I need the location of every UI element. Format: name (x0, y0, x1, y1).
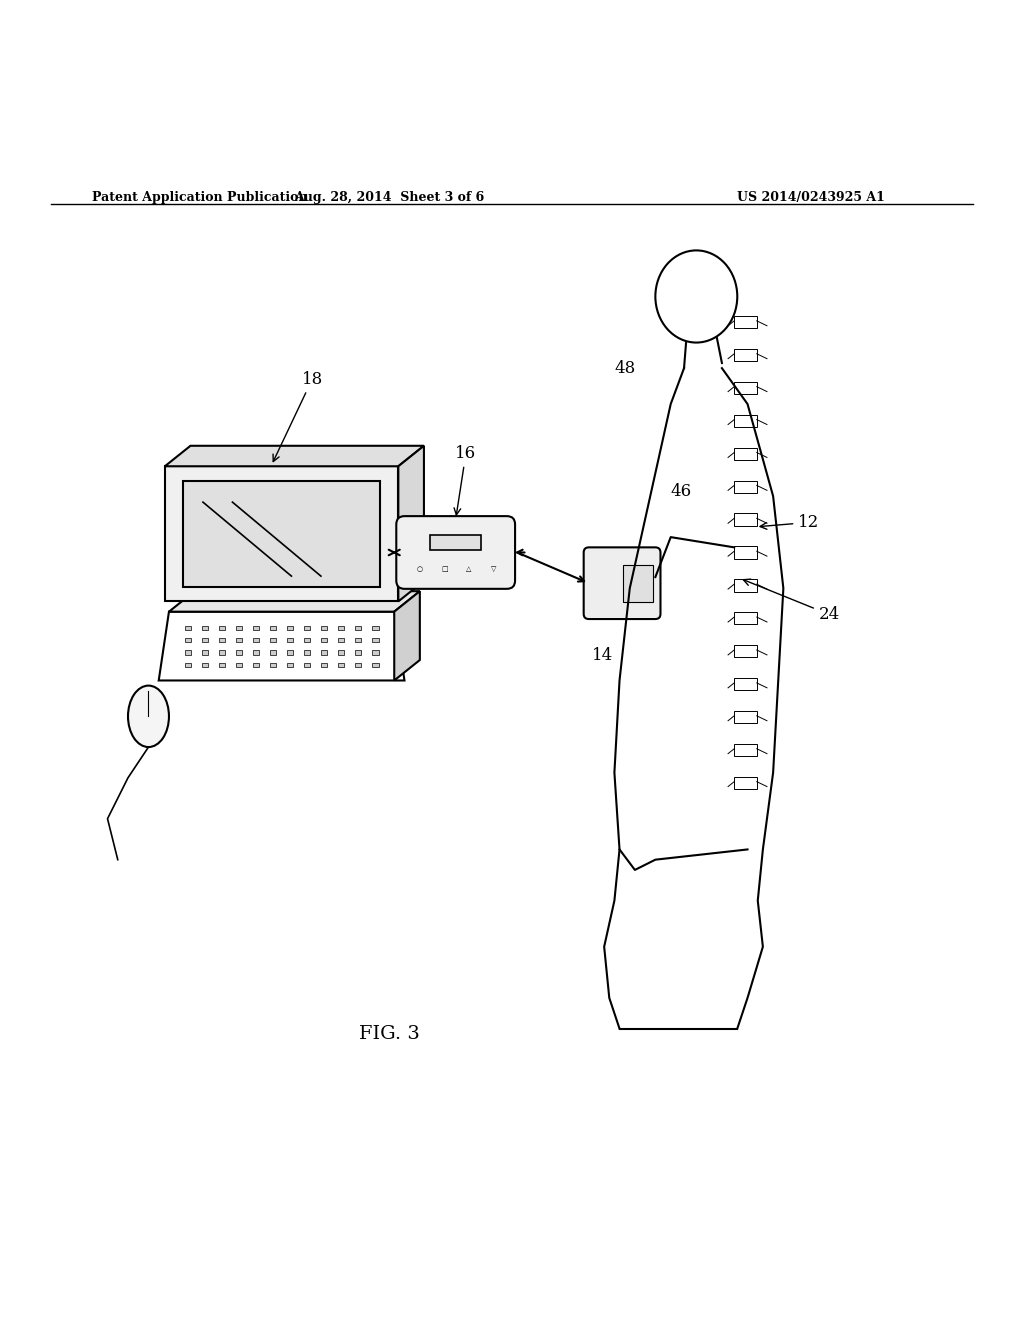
Bar (219, 639, 225, 643)
Bar (322, 639, 328, 643)
Bar (373, 651, 379, 655)
Bar (183, 480, 380, 586)
Bar (734, 776, 757, 789)
Bar (338, 639, 344, 643)
Bar (338, 651, 344, 655)
Text: ○: ○ (417, 566, 423, 573)
Bar (322, 651, 328, 655)
Bar (202, 639, 208, 643)
Polygon shape (169, 591, 420, 611)
Polygon shape (398, 446, 424, 602)
Bar (734, 348, 757, 362)
Bar (430, 535, 481, 550)
Bar (734, 480, 757, 492)
Text: 16: 16 (454, 445, 476, 515)
Bar (253, 663, 259, 667)
Bar (236, 651, 242, 655)
Bar (624, 565, 653, 602)
Bar (287, 639, 293, 643)
Bar (304, 639, 310, 643)
Text: □: □ (441, 566, 447, 573)
Bar (287, 651, 293, 655)
Bar (253, 651, 259, 655)
Bar (304, 651, 310, 655)
Bar (202, 663, 208, 667)
Bar (734, 513, 757, 525)
Bar (734, 744, 757, 756)
Text: 12: 12 (760, 513, 819, 531)
Bar (338, 663, 344, 667)
Bar (734, 678, 757, 690)
Bar (287, 663, 293, 667)
Bar (355, 639, 361, 643)
Bar (270, 663, 276, 667)
Bar (373, 639, 379, 643)
Bar (270, 639, 276, 643)
Bar (338, 626, 344, 631)
Bar (373, 663, 379, 667)
Bar (236, 663, 242, 667)
Bar (184, 651, 190, 655)
Bar (184, 639, 190, 643)
Bar (236, 639, 242, 643)
Polygon shape (394, 591, 420, 681)
Text: 46: 46 (671, 483, 691, 500)
Polygon shape (165, 446, 424, 466)
Bar (734, 645, 757, 657)
Bar (287, 626, 293, 631)
Text: Patent Application Publication: Patent Application Publication (92, 191, 307, 205)
FancyBboxPatch shape (396, 516, 515, 589)
Bar (734, 414, 757, 426)
Text: △: △ (466, 566, 472, 573)
Bar (219, 626, 225, 631)
Text: 24: 24 (743, 579, 840, 623)
Bar (184, 626, 190, 631)
Bar (202, 651, 208, 655)
Bar (270, 626, 276, 631)
Text: FIG. 3: FIG. 3 (358, 1024, 420, 1043)
Bar (184, 663, 190, 667)
Bar (219, 651, 225, 655)
Bar (322, 626, 328, 631)
FancyBboxPatch shape (584, 548, 660, 619)
Text: Aug. 28, 2014  Sheet 3 of 6: Aug. 28, 2014 Sheet 3 of 6 (294, 191, 484, 205)
Bar (355, 663, 361, 667)
Bar (373, 626, 379, 631)
Ellipse shape (128, 685, 169, 747)
Bar (734, 381, 757, 395)
Bar (734, 315, 757, 329)
Bar (253, 626, 259, 631)
Bar (253, 639, 259, 643)
Bar (734, 612, 757, 624)
Bar (270, 651, 276, 655)
Bar (734, 546, 757, 558)
Polygon shape (165, 466, 398, 602)
Text: US 2014/0243925 A1: US 2014/0243925 A1 (737, 191, 885, 205)
Bar (734, 447, 757, 459)
Text: 14: 14 (592, 647, 612, 664)
Bar (322, 663, 328, 667)
Bar (304, 626, 310, 631)
Bar (202, 626, 208, 631)
Bar (734, 711, 757, 723)
Bar (734, 579, 757, 591)
Text: 18: 18 (273, 371, 323, 462)
Bar (355, 626, 361, 631)
Bar (304, 663, 310, 667)
Text: 48: 48 (614, 360, 635, 378)
Bar (219, 663, 225, 667)
Text: ▽: ▽ (490, 566, 497, 573)
Bar (355, 651, 361, 655)
Bar (236, 626, 242, 631)
